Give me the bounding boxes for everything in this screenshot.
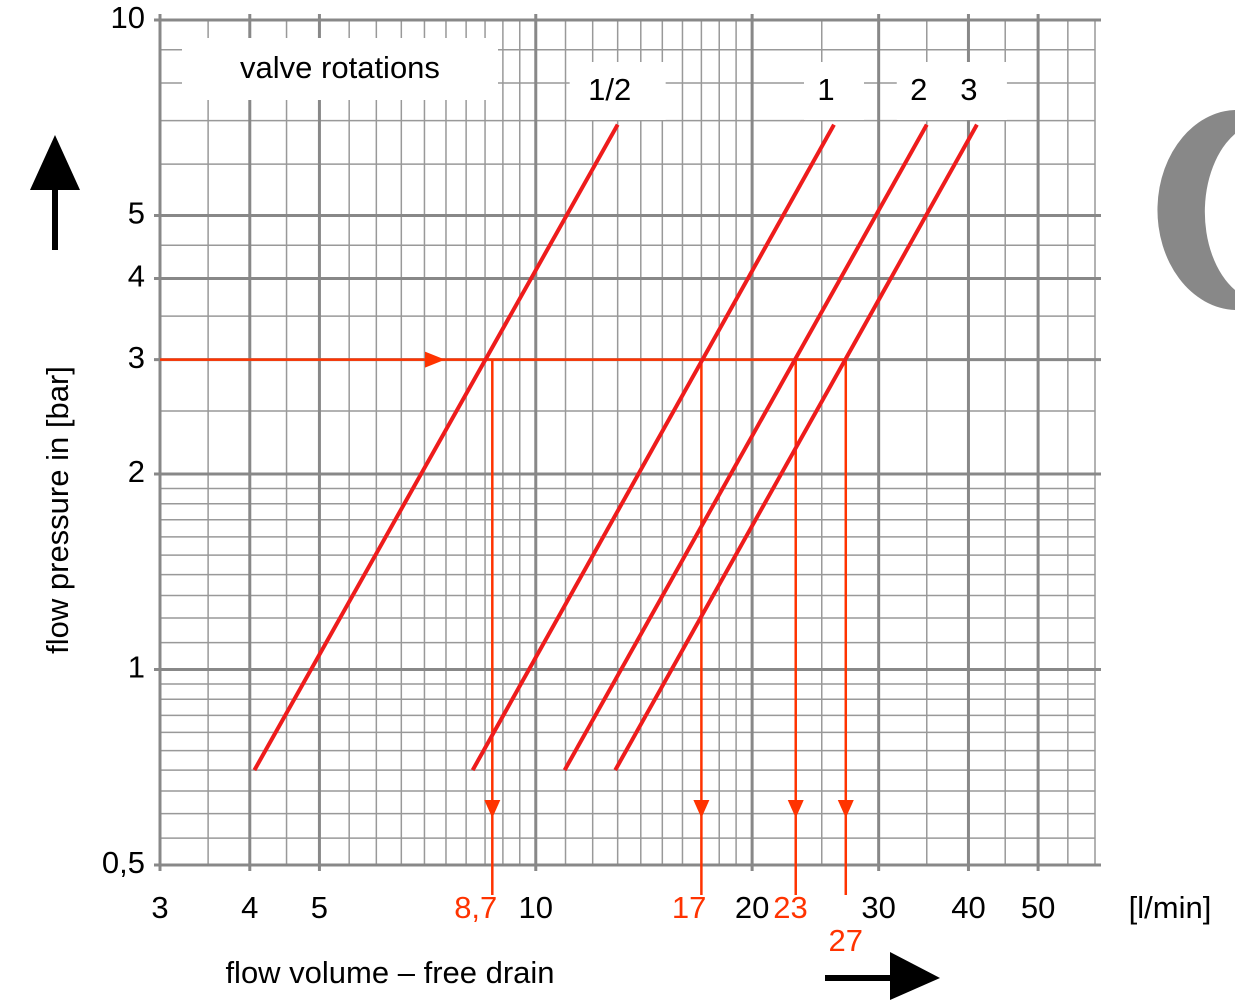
x-tick-label: 40 — [951, 890, 985, 925]
grid — [154, 14, 1101, 871]
product-image-fragment — [1157, 110, 1235, 310]
x-unit: [l/min] — [1129, 890, 1212, 925]
y-tick-label: 4 — [128, 259, 145, 294]
reading-arrowhead — [788, 800, 804, 818]
x-axis-label: flow volume – free drain — [225, 955, 554, 990]
series-label: 3 — [960, 72, 977, 107]
reading-label: 17 — [672, 890, 706, 925]
y-tick-label: 1 — [128, 650, 145, 685]
y-tick-label: 2 — [128, 454, 145, 489]
series-line — [254, 125, 617, 770]
series-label: 1/2 — [588, 72, 631, 107]
reading-label: 27 — [829, 923, 863, 958]
reading-arrowhead — [838, 800, 854, 818]
y-arrow — [30, 135, 80, 250]
x-tick-label: 5 — [311, 890, 328, 925]
x-tick-label: 30 — [861, 890, 895, 925]
series-line — [565, 125, 927, 770]
x-tick-label: 10 — [519, 890, 553, 925]
series-label: 2 — [910, 72, 927, 107]
legend-title: valve rotations — [240, 50, 440, 85]
reading-arrowhead — [425, 352, 445, 368]
x-tick-label: 3 — [151, 890, 168, 925]
x-arrow — [825, 952, 940, 1000]
chart: valve rotations flow pressure in [bar] f… — [0, 0, 1235, 1000]
y-tick-label: 10 — [111, 0, 145, 35]
reading-arrowhead — [693, 800, 709, 818]
x-tick-label: 50 — [1021, 890, 1055, 925]
y-tick-label: 3 — [128, 340, 145, 375]
x-tick-label: 20 — [735, 890, 769, 925]
y-axis-label: flow pressure in [bar] — [40, 366, 75, 654]
series-label: 1 — [817, 72, 834, 107]
x-tick-label: 4 — [241, 890, 258, 925]
reading-label: 8,7 — [454, 890, 497, 925]
reading-arrowhead — [484, 800, 500, 818]
y-tick-label: 5 — [128, 196, 145, 231]
series-line — [473, 125, 834, 770]
reading-label: 23 — [773, 890, 807, 925]
y-tick-label: 0,5 — [102, 845, 145, 880]
